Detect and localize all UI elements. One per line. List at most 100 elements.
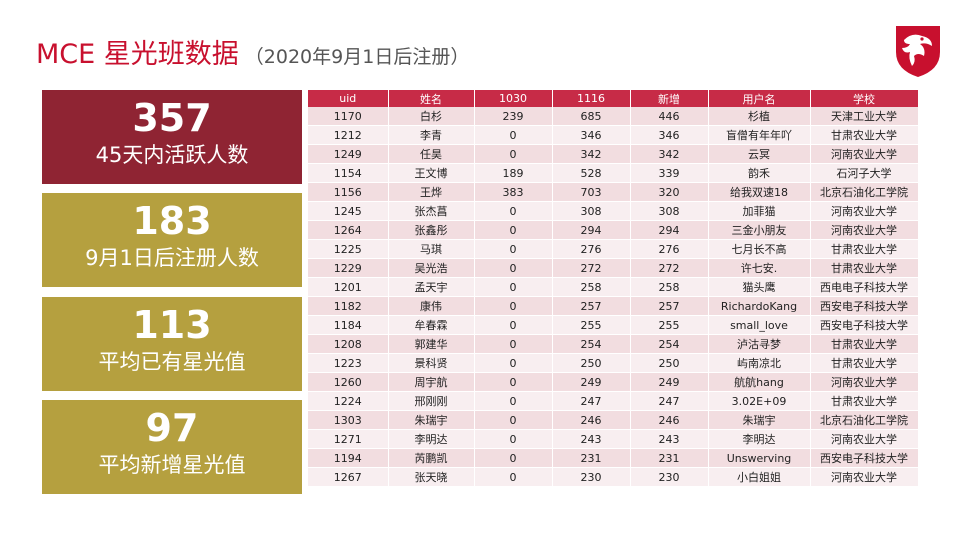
username-cell: 七月长不高 (708, 239, 811, 259)
value-1030-cell: 0 (474, 429, 553, 449)
value-1030-cell: 0 (474, 201, 553, 221)
school-cell: 西安电子科技大学 (810, 448, 919, 468)
table-row: 1267 张天晓 0 230 230 小白姐姐 河南农业大学 (308, 467, 919, 487)
slide-title-bar: MCE 星光班数据 （2020年9月1日后注册） (36, 32, 469, 72)
username-cell: 杉植 (708, 107, 811, 126)
username-cell: 加菲猫 (708, 201, 811, 221)
username-cell: RichardoKang (708, 296, 811, 316)
value-1116-cell: 258 (552, 277, 631, 297)
value-1030-cell: 0 (474, 410, 553, 430)
value-1116-cell: 255 (552, 315, 631, 335)
username-cell: 屿南凉北 (708, 353, 811, 373)
value-1030-cell: 0 (474, 296, 553, 316)
uid-cell: 1154 (308, 163, 389, 183)
username-cell: 韵禾 (708, 163, 811, 183)
name-cell: 景科贤 (388, 353, 475, 373)
username-cell: 3.02E+09 (708, 391, 811, 411)
column-header-1116: 1116 (552, 90, 631, 107)
name-cell: 王文博 (388, 163, 475, 183)
increase-cell: 320 (630, 182, 709, 202)
uid-cell: 1245 (308, 201, 389, 221)
value-1116-cell: 272 (552, 258, 631, 278)
dragon-shield-logo-icon (892, 24, 944, 78)
value-1116-cell: 703 (552, 182, 631, 202)
uid-cell: 1194 (308, 448, 389, 468)
school-cell: 甘肃农业大学 (810, 239, 919, 259)
value-1030-cell: 0 (474, 239, 553, 259)
uid-cell: 1201 (308, 277, 389, 297)
value-1030-cell: 0 (474, 353, 553, 373)
name-cell: 朱瑞宇 (388, 410, 475, 430)
increase-cell: 230 (630, 467, 709, 487)
increase-cell: 250 (630, 353, 709, 373)
uid-cell: 1208 (308, 334, 389, 354)
value-1116-cell: 250 (552, 353, 631, 373)
uid-cell: 1182 (308, 296, 389, 316)
stat-card-new-registrations: 183 9月1日后注册人数 (42, 193, 302, 287)
uid-cell: 1224 (308, 391, 389, 411)
value-1116-cell: 249 (552, 372, 631, 392)
school-cell: 甘肃农业大学 (810, 334, 919, 354)
value-1030-cell: 0 (474, 391, 553, 411)
username-cell: 三金小朋友 (708, 220, 811, 240)
value-1116-cell: 294 (552, 220, 631, 240)
value-1030-cell: 0 (474, 125, 553, 145)
user-data-table: uid 姓名 1030 1116 新增 用户名 学校 1170 白杉 239 685 4… (308, 90, 919, 487)
value-1030-cell: 0 (474, 334, 553, 354)
name-cell: 孟天宇 (388, 277, 475, 297)
uid-cell: 1170 (308, 107, 389, 126)
increase-cell: 247 (630, 391, 709, 411)
table-row: 1271 李明达 0 243 243 李明达 河南农业大学 (308, 429, 919, 449)
value-1116-cell: 342 (552, 144, 631, 164)
uid-cell: 1225 (308, 239, 389, 259)
name-cell: 李青 (388, 125, 475, 145)
school-cell: 北京石油化工学院 (810, 410, 919, 430)
stat-value: 97 (145, 406, 199, 450)
value-1030-cell: 0 (474, 258, 553, 278)
school-cell: 甘肃农业大学 (810, 353, 919, 373)
table-header-row: uid 姓名 1030 1116 新增 用户名 学校 (308, 90, 919, 107)
stat-label: 平均新增星光值 (98, 453, 246, 477)
stat-label: 9月1日后注册人数 (85, 246, 259, 270)
username-cell: 泸沽寻梦 (708, 334, 811, 354)
increase-cell: 294 (630, 220, 709, 240)
slide-title: MCE 星光班数据 (36, 39, 239, 70)
table-row: 1184 牟春霖 0 255 255 small_love 西安电子科技大学 (308, 315, 919, 335)
name-cell: 张鑫彤 (388, 220, 475, 240)
name-cell: 李明达 (388, 429, 475, 449)
username-cell: 云冥 (708, 144, 811, 164)
table-row: 1224 邢刚刚 0 247 247 3.02E+09 甘肃农业大学 (308, 391, 919, 411)
stat-card-average-new-starlight: 97 平均新增星光值 (42, 400, 302, 494)
table-row: 1225 马琪 0 276 276 七月长不高 甘肃农业大学 (308, 239, 919, 259)
value-1116-cell: 246 (552, 410, 631, 430)
table-row: 1229 吴光浩 0 272 272 许七安. 甘肃农业大学 (308, 258, 919, 278)
stat-card-active-users: 357 45天内活跃人数 (42, 90, 302, 184)
table-row: 1208 郭建华 0 254 254 泸沽寻梦 甘肃农业大学 (308, 334, 919, 354)
value-1030-cell: 0 (474, 220, 553, 240)
value-1030-cell: 383 (474, 182, 553, 202)
table-row: 1260 周宇航 0 249 249 航航hang 河南农业大学 (308, 372, 919, 392)
school-cell: 河南农业大学 (810, 467, 919, 487)
value-1116-cell: 231 (552, 448, 631, 468)
uid-cell: 1267 (308, 467, 389, 487)
value-1116-cell: 308 (552, 201, 631, 221)
increase-cell: 258 (630, 277, 709, 297)
increase-cell: 276 (630, 239, 709, 259)
increase-cell: 255 (630, 315, 709, 335)
table-row: 1154 王文博 189 528 339 韵禾 石河子大学 (308, 163, 919, 183)
name-cell: 任昊 (388, 144, 475, 164)
school-cell: 河南农业大学 (810, 144, 919, 164)
value-1116-cell: 230 (552, 467, 631, 487)
table-row: 1170 白杉 239 685 446 杉植 天津工业大学 (308, 107, 919, 126)
school-cell: 甘肃农业大学 (810, 391, 919, 411)
value-1116-cell: 346 (552, 125, 631, 145)
school-cell: 石河子大学 (810, 163, 919, 183)
value-1116-cell: 685 (552, 107, 631, 126)
table-row: 1156 王烨 383 703 320 给我双速18 北京石油化工学院 (308, 182, 919, 202)
school-cell: 西安电子科技大学 (810, 296, 919, 316)
uid-cell: 1223 (308, 353, 389, 373)
uid-cell: 1249 (308, 144, 389, 164)
name-cell: 芮鹏凯 (388, 448, 475, 468)
table-row: 1182 康伟 0 257 257 RichardoKang 西安电子科技大学 (308, 296, 919, 316)
value-1030-cell: 0 (474, 467, 553, 487)
